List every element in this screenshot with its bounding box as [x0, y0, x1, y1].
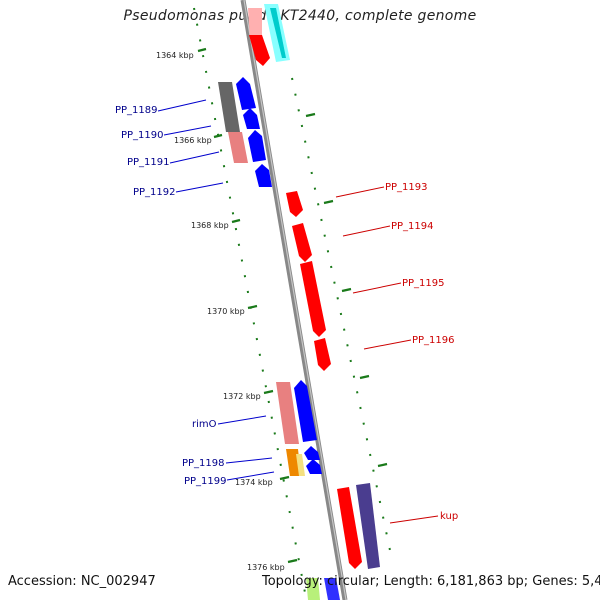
outer-dotted-guide — [291, 77, 393, 561]
gene-arrow[interactable] — [292, 223, 312, 262]
gene-label[interactable]: PP_1195 — [402, 278, 445, 289]
gene-feature[interactable] — [324, 578, 340, 600]
gene-feature[interactable] — [228, 132, 248, 163]
bottom-features — [306, 578, 340, 600]
gene-label[interactable]: PP_1193 — [385, 182, 428, 193]
forward-strand-genes — [248, 4, 380, 569]
gene-label[interactable]: PP_1198 — [182, 458, 225, 469]
tick-label: 1370 kbp — [207, 307, 245, 316]
tick-label: 1376 kbp — [247, 563, 285, 572]
gene-arrow[interactable] — [249, 35, 270, 66]
gene-label[interactable]: PP_1199 — [184, 476, 227, 487]
tick-label: 1366 kbp — [174, 136, 212, 145]
gene-arrow[interactable] — [294, 380, 317, 442]
gene-arrow[interactable] — [306, 459, 322, 474]
gene-labels-right: PP_1193 PP_1194 PP_1195 PP_1196 kup — [385, 182, 458, 522]
gene-labels-left: PP_1189 PP_1190 PP_1191 PP_1192 rimO PP_… — [115, 105, 227, 487]
gene-arrow[interactable] — [243, 108, 260, 129]
gene-feature[interactable] — [306, 578, 320, 600]
tick-label: 1368 kbp — [191, 221, 229, 230]
tick-label: 1372 kbp — [223, 392, 261, 401]
map-title: Pseudomonas putida KT2440, complete geno… — [123, 8, 477, 24]
gene-label[interactable]: PP_1192 — [133, 187, 176, 198]
gene-label[interactable]: PP_1189 — [115, 105, 158, 116]
gene-arrow[interactable] — [314, 338, 331, 371]
genome-backbone — [240, 0, 348, 600]
gene-label[interactable]: PP_1196 — [412, 335, 455, 346]
accession-text: Accession: NC_002947 — [8, 574, 156, 589]
gene-feature[interactable] — [270, 8, 286, 58]
tick-label: 1364 kbp — [156, 51, 194, 60]
leader-lines-left — [157, 99, 275, 481]
reverse-strand-genes — [236, 77, 322, 474]
gene-arrow[interactable] — [236, 77, 256, 110]
gene-feature[interactable] — [218, 82, 240, 132]
genome-backbone-highlight — [243, 0, 347, 600]
tick-labels: 1364 kbp 1366 kbp 1368 kbp 1370 kbp 1372… — [156, 51, 285, 572]
gene-label[interactable]: PP_1190 — [121, 130, 164, 141]
gene-arrow[interactable] — [286, 191, 303, 217]
gene-feature[interactable] — [276, 382, 299, 444]
gene-feature[interactable] — [296, 454, 305, 476]
gene-label[interactable]: rimO — [192, 419, 217, 430]
major-ticks — [197, 47, 388, 564]
gene-arrow[interactable] — [300, 261, 326, 337]
genome-summary-text: Topology: circular; Length: 6,181,863 bp… — [262, 574, 600, 589]
gene-label[interactable]: PP_1191 — [127, 157, 170, 168]
gene-label[interactable]: kup — [440, 511, 458, 522]
leader-lines-right — [335, 186, 439, 524]
gene-arrow[interactable] — [304, 446, 320, 460]
gene-feature[interactable] — [248, 8, 262, 40]
gene-arrow[interactable] — [337, 487, 362, 569]
gene-arrow[interactable] — [248, 130, 266, 162]
gene-feature[interactable] — [356, 483, 380, 569]
tick-label: 1374 kbp — [235, 478, 273, 487]
gene-arrow[interactable] — [255, 164, 272, 187]
inner-track — [218, 82, 305, 476]
gene-label[interactable]: PP_1194 — [391, 221, 434, 232]
